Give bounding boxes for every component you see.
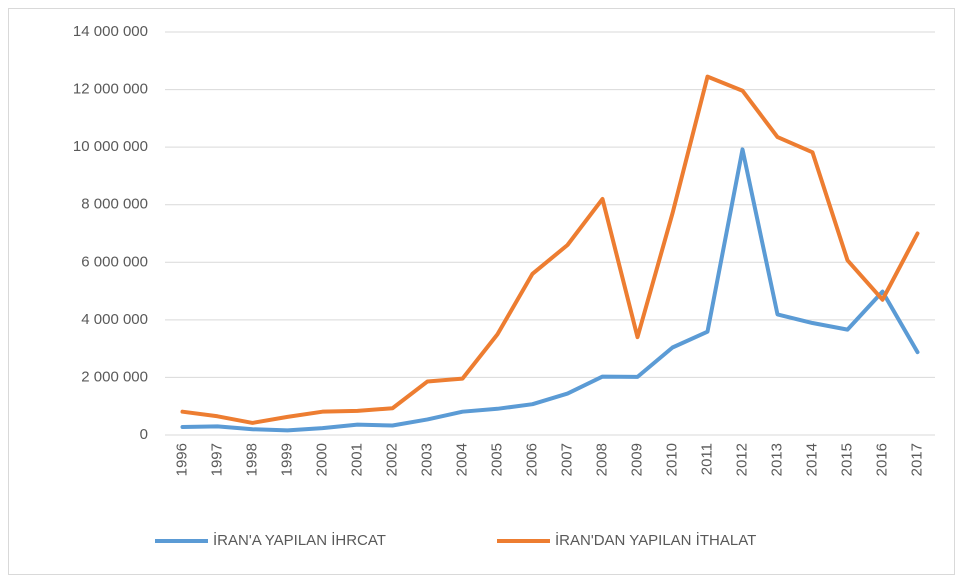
x-tick-label: 2003 bbox=[418, 443, 435, 476]
x-tick-label: 2007 bbox=[558, 443, 575, 476]
y-tick-label: 4 000 000 bbox=[81, 311, 148, 328]
x-tick-label: 1998 bbox=[243, 443, 260, 476]
y-tick-label: 2 000 000 bbox=[81, 368, 148, 385]
x-tick-label: 2017 bbox=[908, 443, 925, 476]
legend-label: İRAN'DAN YAPILAN İTHALAT bbox=[555, 531, 756, 549]
x-tick-label: 2016 bbox=[873, 443, 890, 476]
x-tick-label: 2009 bbox=[628, 443, 645, 476]
y-tick-label: 12 000 000 bbox=[73, 81, 148, 98]
x-tick-label: 2005 bbox=[488, 443, 505, 476]
x-tick-label: 2008 bbox=[593, 443, 610, 476]
x-tick-label: 1999 bbox=[278, 443, 295, 476]
legend-label: İRAN'A YAPILAN İHRCAT bbox=[213, 531, 386, 549]
x-tick-label: 2010 bbox=[663, 443, 680, 476]
y-tick-label: 0 bbox=[140, 426, 148, 443]
x-tick-label: 2006 bbox=[523, 443, 540, 476]
y-tick-label: 14 000 000 bbox=[73, 23, 148, 40]
series-line bbox=[180, 147, 920, 433]
x-tick-label: 2004 bbox=[453, 443, 470, 476]
x-tick-label: 2011 bbox=[698, 443, 715, 475]
x-tick-label: 1996 bbox=[173, 443, 190, 476]
x-tick-label: 2001 bbox=[348, 443, 365, 476]
x-tick-label: 1997 bbox=[208, 443, 225, 476]
x-tick-label: 2002 bbox=[383, 443, 400, 476]
y-tick-label: 6 000 000 bbox=[81, 253, 148, 270]
y-tick-label: 8 000 000 bbox=[81, 196, 148, 213]
y-tick-label: 10 000 000 bbox=[73, 138, 148, 155]
chart-frame bbox=[8, 8, 955, 575]
x-tick-label: 2015 bbox=[838, 443, 855, 476]
x-tick-label: 2014 bbox=[803, 443, 820, 476]
x-tick-label: 2012 bbox=[733, 443, 750, 476]
x-tick-label: 2000 bbox=[313, 443, 330, 476]
x-tick-label: 2013 bbox=[768, 443, 785, 476]
series-line bbox=[180, 74, 920, 425]
